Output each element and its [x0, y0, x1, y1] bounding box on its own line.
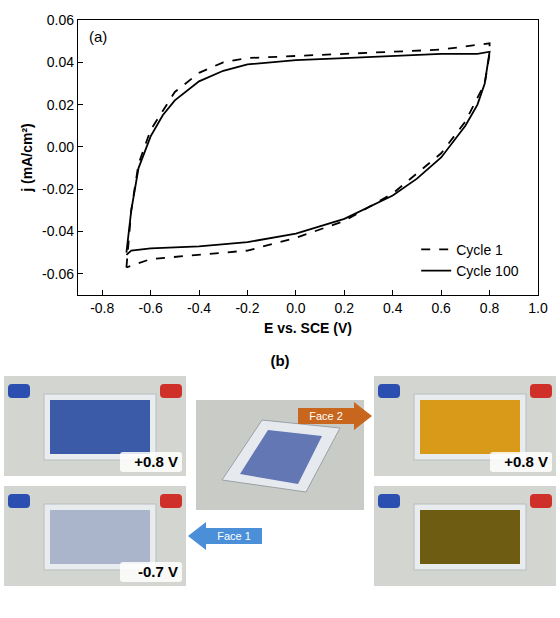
svg-text:E vs. SCE (V): E vs. SCE (V) [264, 320, 352, 336]
svg-text:0.00: 0.00 [47, 139, 74, 155]
svg-text:Cycle 100: Cycle 100 [456, 263, 518, 279]
svg-text:0.8: 0.8 [480, 300, 500, 316]
svg-text:j (mA/cm²): j (mA/cm²) [19, 123, 35, 192]
svg-text:(a): (a) [89, 28, 107, 45]
svg-text:0.02: 0.02 [47, 97, 74, 113]
svg-text:-0.4: -0.4 [187, 300, 211, 316]
svg-text:1.0: 1.0 [528, 300, 548, 316]
svg-text:-0.7 V: -0.7 V [138, 563, 178, 580]
svg-text:0.0: 0.0 [286, 300, 306, 316]
svg-text:Face 2: Face 2 [309, 410, 343, 422]
svg-text:-0.06: -0.06 [42, 266, 74, 282]
svg-text:-0.2: -0.2 [235, 300, 259, 316]
svg-text:(b): (b) [270, 352, 289, 369]
svg-text:0.04: 0.04 [47, 54, 74, 70]
svg-text:Face 1: Face 1 [217, 530, 251, 542]
svg-text:-0.04: -0.04 [42, 223, 74, 239]
svg-text:-0.8: -0.8 [90, 300, 114, 316]
svg-text:0.2: 0.2 [335, 300, 355, 316]
svg-text:0.6: 0.6 [431, 300, 451, 316]
svg-text:-0.6: -0.6 [139, 300, 163, 316]
svg-text:+0.8 V: +0.8 V [504, 453, 548, 470]
svg-text:0.06: 0.06 [47, 12, 74, 28]
svg-text:-0.02: -0.02 [42, 181, 74, 197]
svg-text:Cycle 1: Cycle 1 [456, 242, 503, 258]
svg-text:+0.8 V: +0.8 V [134, 453, 178, 470]
svg-text:0.4: 0.4 [383, 300, 403, 316]
